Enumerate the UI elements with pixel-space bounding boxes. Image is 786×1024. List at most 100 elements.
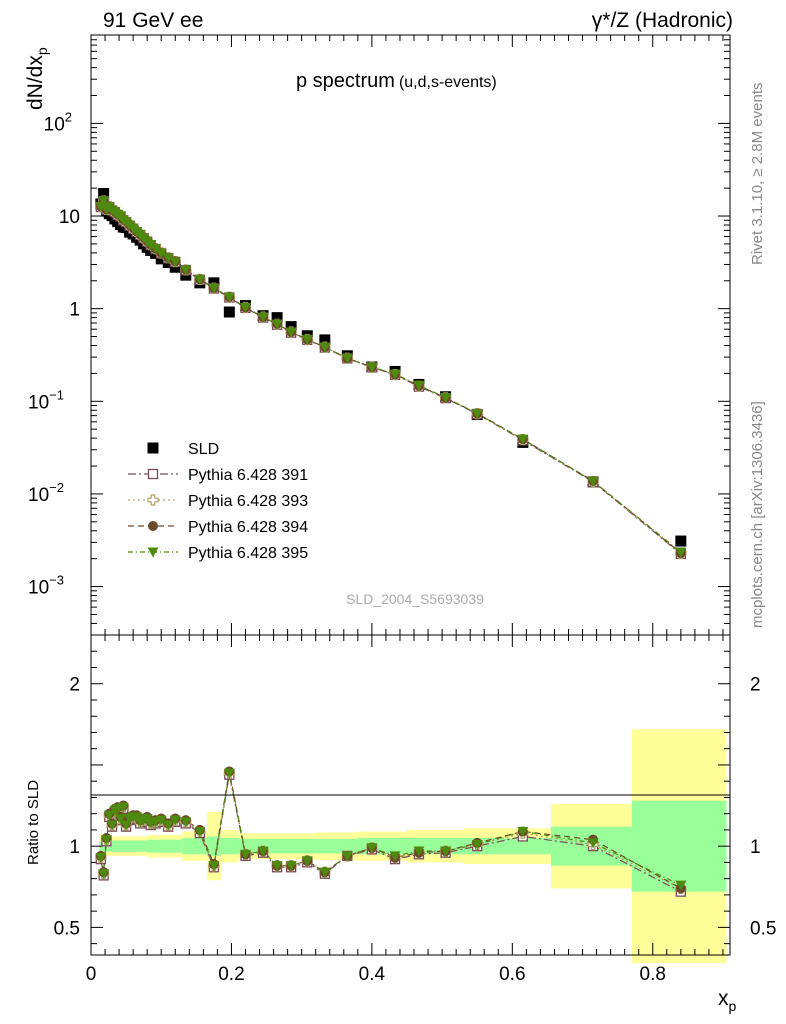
x-tick-label: 0 [86,964,97,985]
ratio-point-p395 [389,851,401,862]
analysis-watermark: SLD_2004_S5693039 [346,591,484,607]
ratio-panel-series [95,766,687,897]
ratio-point-p395 [239,849,251,860]
y-tick-label: 1 [69,837,80,858]
band-green [631,800,727,892]
y-tick-label-right: 2 [750,675,761,696]
top-ylabel: dN/dxp [24,47,50,110]
ratio-point-p395 [301,856,313,867]
y-tick-label-right: 0.5 [750,918,776,939]
ratio-point-p395 [208,861,220,872]
data-point-p395 [413,380,425,391]
data-point-sld [98,188,110,200]
data-point-p395 [169,257,181,268]
ratio-point-p395 [413,846,425,857]
top-panel-series [95,188,687,560]
y-tick-label: 102 [44,109,72,135]
ratio-point-p395 [271,861,283,872]
data-point-p395 [98,196,110,207]
ratio-point-p395 [471,840,483,851]
data-point-sld [155,253,167,265]
ratio-point-p395 [440,846,452,857]
data-point-p395 [341,353,353,364]
data-point-sld [169,261,181,273]
mcplots-label: mcplots.cern.ch [arXiv:1306.3436] [749,401,766,628]
y-tick-label: 10−2 [28,480,64,506]
ratio-point-p395 [106,820,118,831]
data-point-p395 [180,265,192,276]
x-tick-label: 0.6 [499,964,525,985]
band-green [220,838,239,855]
y-tick-label: 10 [59,207,80,228]
ratio-point-p395 [517,827,529,838]
data-point-p395 [517,434,529,445]
ratio-point-p395 [155,815,167,826]
chart-title: p spectrum (u,d,s-events) [296,70,497,92]
legend-label: SLD [188,441,219,458]
ratio-point-p395 [114,814,126,825]
legend-marker-sld [147,442,159,454]
data-point-p395 [155,248,167,259]
header-right: γ*/Z (Hadronic) [592,9,733,32]
data-point-p395 [440,392,452,403]
legend: SLD Pythia 6.428 391 Pythia 6.428 393 Pythi… [128,441,308,562]
legend-label: Pythia 6.428 393 [188,493,308,510]
band-green [103,840,148,852]
data-point-p395 [587,476,599,487]
data-point-p395 [223,292,235,303]
data-point-p395 [162,253,174,264]
data-point-p395 [208,283,220,294]
data-point-p395 [239,302,251,313]
ratio-point-p395 [117,802,129,813]
y-tick-label: 10−1 [28,387,64,413]
ratio-point-p395 [366,843,378,854]
data-point-p395 [319,342,331,353]
data-point-p395 [389,369,401,380]
data-point-p395 [145,240,157,251]
ratio-point-p395 [169,815,181,826]
y-tick-label: 2 [69,675,80,696]
data-point-p395 [471,409,483,420]
data-point-sld [271,312,283,324]
band-green [182,838,207,855]
legend-label: Pythia 6.428 394 [188,519,308,536]
data-point-p395 [271,319,283,330]
ratio-point-p395 [675,880,687,891]
ratio-panel-ticks: 0 0.2 0.4 0.6 0.8 0.5 0.5 1 1 2 2 [54,635,776,985]
band-green [315,838,358,854]
top-panel-ticks: 102 10 1 10−1 10−2 10−3 [28,34,730,636]
header-left: 91 GeV ee [103,9,203,32]
ratio-point-p395 [120,820,132,831]
ratio-point-p395 [103,810,115,821]
ratio-point-p395 [180,817,192,828]
ratio-point-p395 [194,827,206,838]
y-tick-label: 0.5 [54,918,80,939]
legend-marker-p394 [148,521,158,531]
ratio-ylabel: Ratio to SLD [25,780,42,865]
band-green [147,839,183,853]
y-tick-label-right: 1 [750,837,761,858]
data-point-p395 [257,312,269,323]
legend-label: Pythia 6.428 391 [188,467,308,484]
data-point-p395 [150,244,162,255]
data-point-p395 [675,547,687,558]
y-tick-label: 1 [69,300,80,321]
legend-marker-p395 [147,547,159,558]
rivet-label: Rivet 3.1.10, ≥ 2.8M events [749,83,766,266]
top-panel-frame [90,34,731,636]
ratio-point-p395 [319,867,331,878]
legend-label: Pythia 6.428 395 [188,545,308,562]
y-tick-label: 10−3 [28,573,64,599]
ratio-point-p395 [98,869,110,880]
ratio-point-p395 [95,853,107,864]
band-green [463,838,551,855]
ratio-point-p395 [223,768,235,779]
ratio-point-p395 [257,846,269,857]
data-point-p395 [301,334,313,345]
ratio-point-p395 [587,838,599,849]
x-tick-label: 0.8 [640,964,666,985]
ratio-uncertainty-bands [99,729,727,964]
legend-marker-p391 [147,468,159,480]
ratio-point-p395 [341,851,353,862]
